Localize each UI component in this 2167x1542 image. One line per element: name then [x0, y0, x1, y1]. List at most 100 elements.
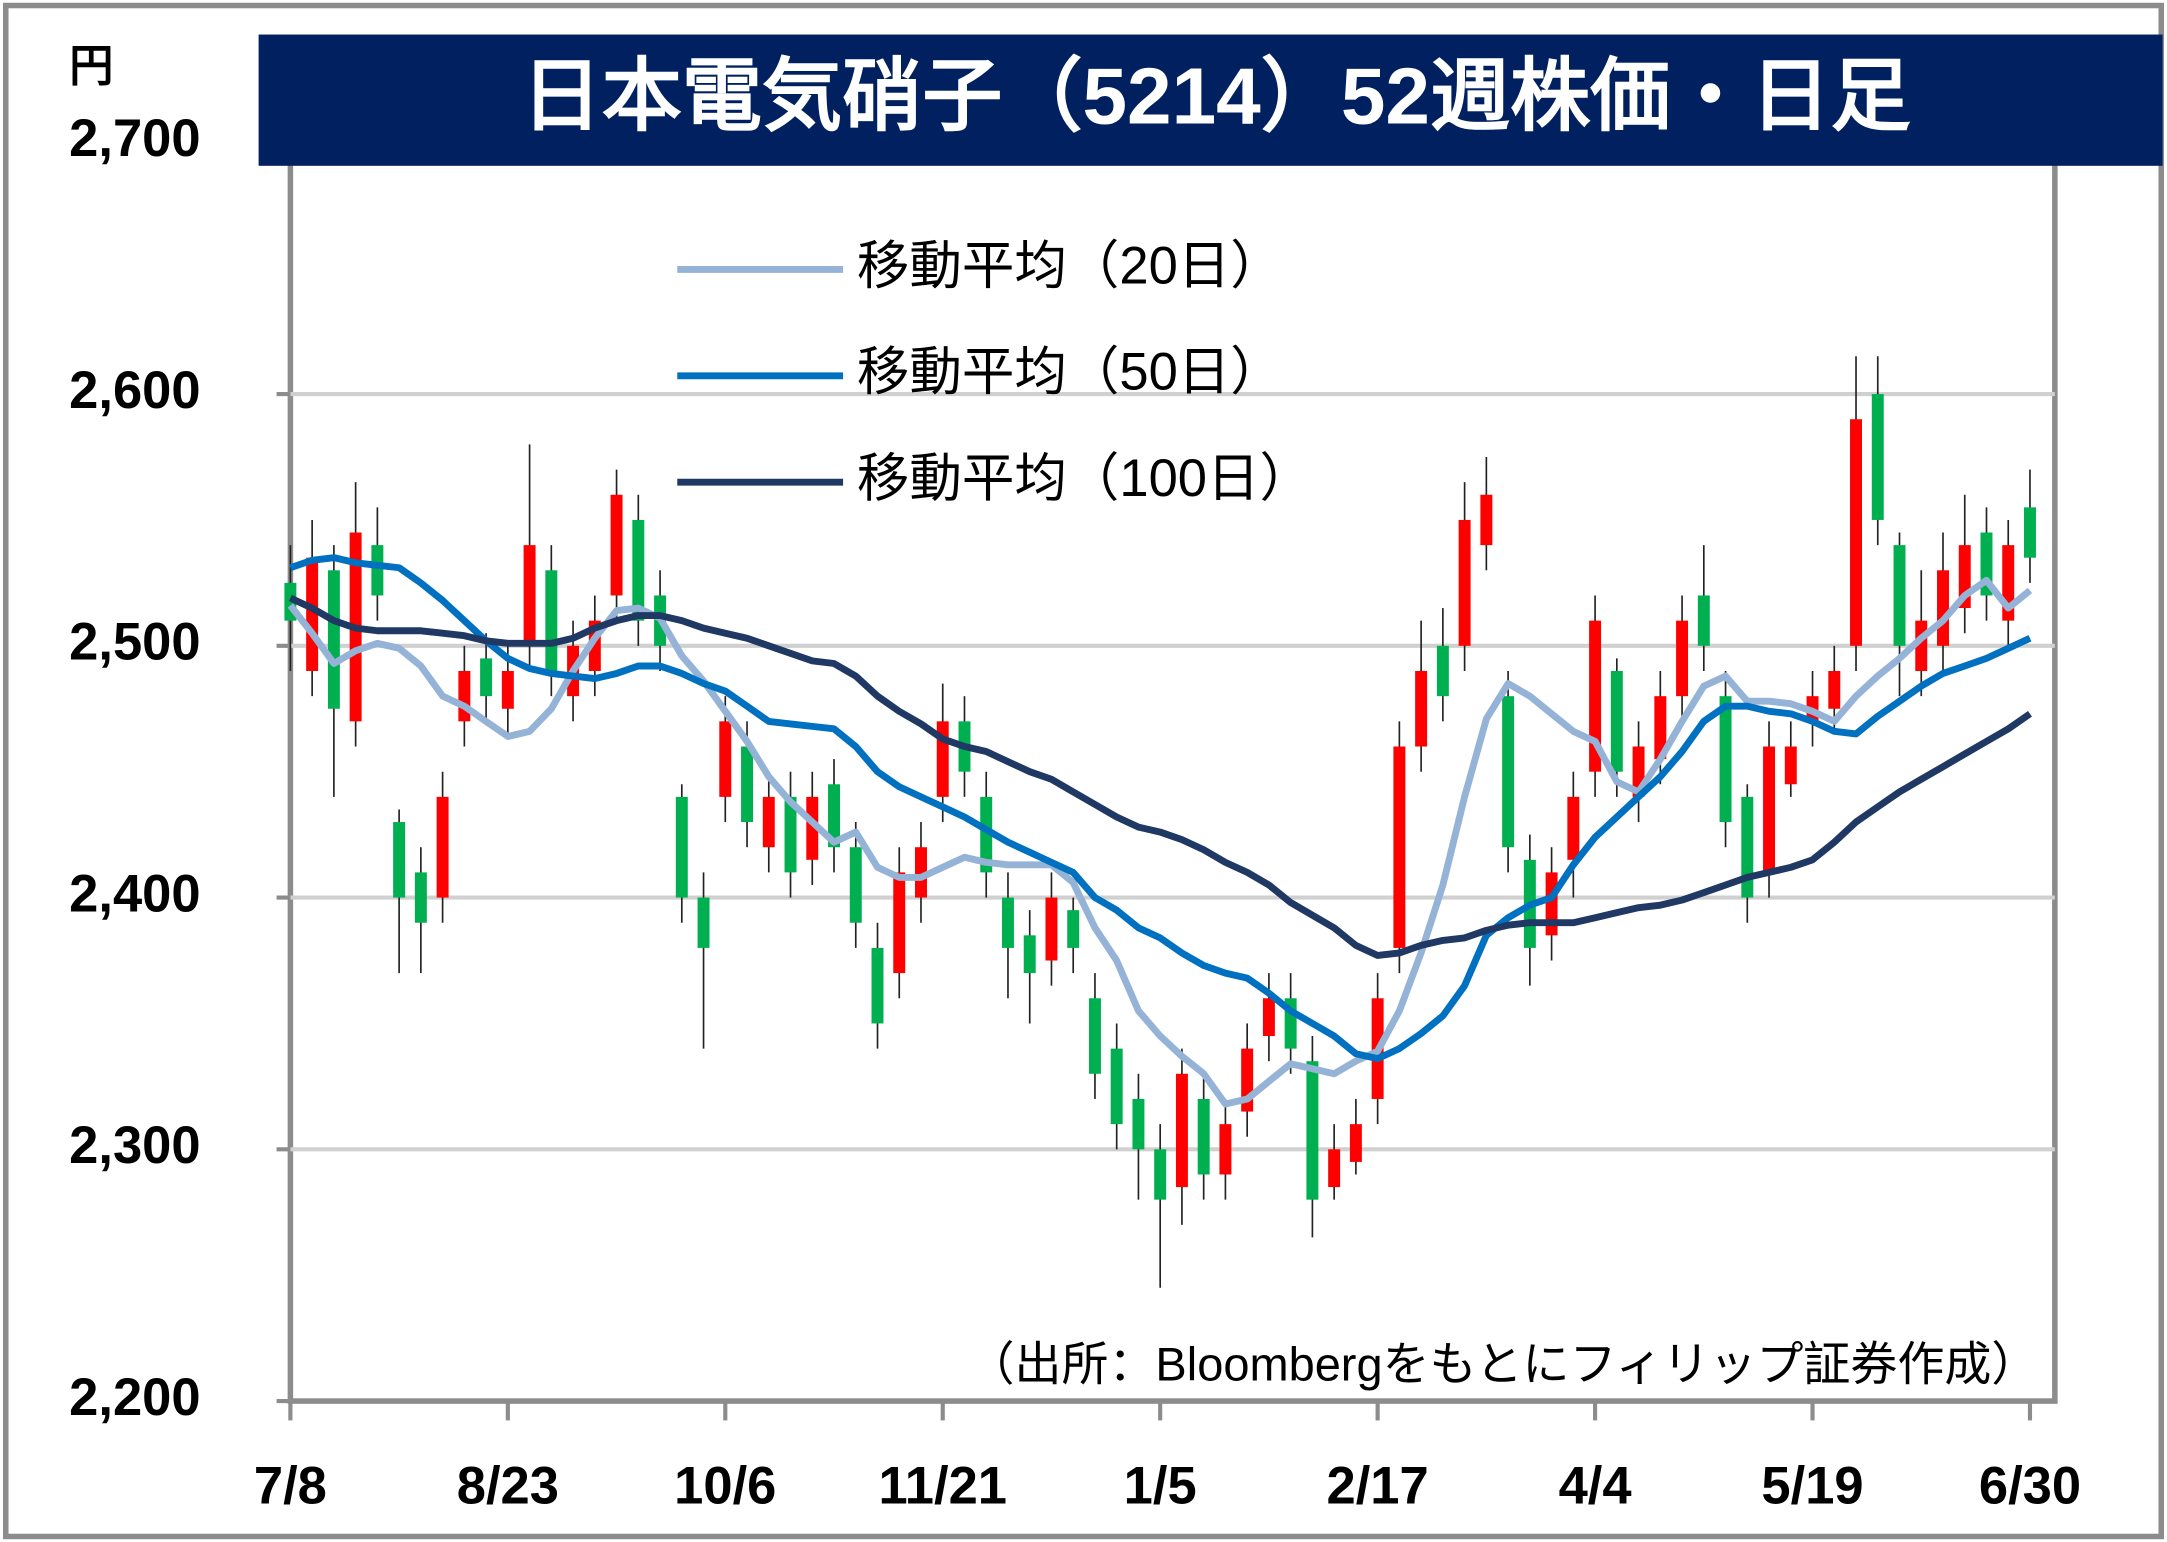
marks — [284, 356, 2036, 1288]
candle-body — [1763, 746, 1776, 873]
candle-body — [1719, 696, 1732, 823]
x-tick-label: 11/21 — [878, 1456, 1006, 1515]
candle-body — [1893, 545, 1906, 646]
candle-body — [1349, 1124, 1362, 1162]
candle-body — [980, 796, 993, 873]
candle-body — [588, 620, 601, 671]
y-tick-label: 2,600 — [69, 361, 200, 420]
candle-body — [1306, 1061, 1319, 1200]
candle-body — [1001, 897, 1014, 948]
moving-average-line — [287, 576, 2033, 1108]
candle-body — [545, 570, 558, 671]
x-tick-label: 10/6 — [674, 1456, 776, 1515]
candle-body — [1132, 1098, 1145, 1150]
plot-frame — [287, 139, 2058, 1404]
y-tick-label: 2,200 — [69, 1368, 200, 1427]
candle-body — [849, 847, 862, 923]
candle-body — [393, 822, 406, 898]
candle-body — [1219, 1124, 1232, 1175]
candle-body — [501, 670, 514, 709]
candle-body — [1328, 1149, 1341, 1188]
x-tick-label: 4/4 — [1559, 1456, 1632, 1515]
candle-body — [1088, 998, 1101, 1074]
candle-body — [436, 796, 449, 898]
x-tick-label: 5/19 — [1761, 1456, 1863, 1515]
y-tick-label: 2,700 — [69, 109, 200, 168]
chart-title: 日本電気硝子（5214）52週株価・日足 — [522, 50, 1911, 140]
candle-body — [480, 658, 493, 697]
candle-body — [1784, 746, 1797, 785]
candle-body — [1393, 746, 1406, 948]
candle-body — [871, 947, 884, 1024]
candle-body — [1610, 670, 1623, 772]
candle-body — [1023, 935, 1036, 974]
candle-body — [1241, 1048, 1254, 1112]
candle-body — [1175, 1073, 1188, 1188]
legend-label: 移動平均（100日） — [857, 449, 1312, 508]
candle-body — [806, 796, 819, 860]
candle-body — [675, 796, 688, 898]
candle-body — [1480, 494, 1493, 546]
candle-body — [936, 721, 949, 797]
candle-body — [1980, 532, 1993, 596]
source: （出所：Bloombergをもとにフィリップ証券作成） — [968, 1337, 2039, 1390]
candle-body — [1567, 796, 1580, 860]
candle-body — [893, 872, 906, 974]
candle-body — [523, 545, 536, 646]
candle-body — [697, 897, 710, 948]
candle-body — [1676, 620, 1689, 697]
candle-body — [632, 519, 645, 621]
candle-body — [1828, 670, 1841, 709]
x-tick-label: 8/23 — [457, 1456, 559, 1515]
candle-body — [1632, 746, 1645, 797]
candle-body — [1284, 998, 1297, 1049]
candle-body — [458, 670, 471, 722]
y-tick-label: 2,500 — [69, 613, 200, 672]
x-tick-label: 6/30 — [1979, 1456, 2081, 1515]
candle-body — [1502, 696, 1515, 848]
x-tick-label: 1/5 — [1124, 1456, 1197, 1515]
grid — [276, 140, 2055, 1421]
candle-body — [1045, 897, 1058, 961]
candle-body — [1262, 998, 1275, 1037]
candle-body — [1937, 570, 1949, 646]
candle-body — [1958, 545, 1971, 609]
candle-body — [741, 746, 754, 823]
candle-body — [1697, 595, 1710, 646]
candle-body — [1915, 620, 1928, 671]
candle-body — [1067, 910, 1080, 948]
candle-body — [414, 872, 427, 923]
candle-body — [2002, 545, 2015, 621]
x-tick-label: 7/8 — [254, 1456, 327, 1515]
x-tick-label: 2/17 — [1327, 1456, 1429, 1515]
candle-body — [828, 784, 840, 848]
candle-body — [1415, 670, 1428, 747]
y-tick-label: 2,300 — [69, 1116, 200, 1175]
candle-body — [1458, 519, 1471, 646]
candle-body — [371, 545, 384, 596]
candle-body — [1654, 696, 1667, 760]
moving-average-line — [288, 594, 2032, 959]
candle-body — [1850, 419, 1862, 646]
candle-body — [762, 796, 775, 848]
title-bar — [258, 34, 2163, 166]
candle-body — [1154, 1149, 1167, 1200]
legend-label: 移動平均（50日） — [857, 343, 1283, 402]
candle-body — [1871, 394, 1884, 520]
candle-body — [1436, 645, 1449, 697]
candle-body — [1741, 796, 1754, 898]
candle-body — [327, 570, 340, 709]
legend: 移動平均（20日） 移動平均（50日） 移動平均（100日） — [677, 236, 1312, 508]
candle-body — [719, 721, 732, 797]
y-tick-label: 2,400 — [69, 864, 200, 923]
legend-label: 移動平均（20日） — [857, 236, 1283, 295]
candle-body — [1110, 1048, 1123, 1125]
candle-body — [1589, 620, 1602, 772]
moving-average-line — [289, 554, 2032, 1063]
y-unit: 円 — [69, 42, 113, 91]
candle-body — [1545, 872, 1558, 936]
candle-body — [2023, 507, 2036, 558]
candle-body — [915, 847, 927, 898]
candle-body — [610, 494, 623, 596]
